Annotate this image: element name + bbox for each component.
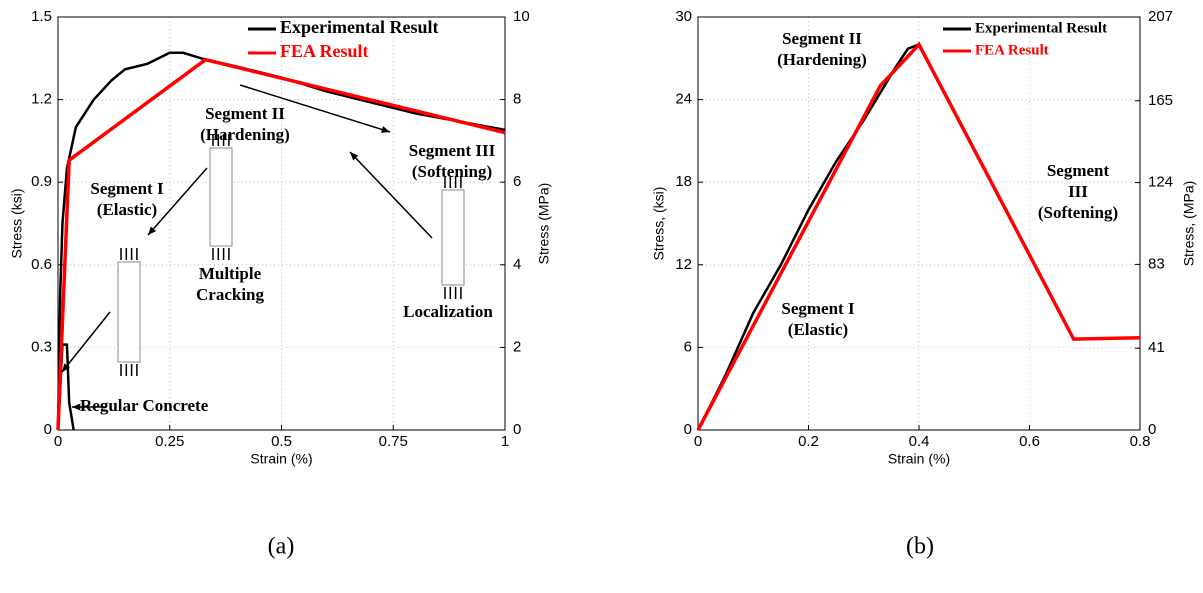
annotation: (Hardening) — [200, 125, 290, 144]
x-tick-label: 0.75 — [379, 433, 408, 450]
y2-tick-label: 165 — [1148, 92, 1173, 109]
x-tick-label: 0.5 — [271, 433, 292, 450]
y-tick-label: 0.6 — [31, 256, 52, 273]
y2-tick-label: 83 — [1148, 255, 1165, 272]
legend-label: Experimental Result — [280, 17, 438, 37]
x-axis-label: Strain (%) — [250, 451, 312, 467]
y2-tick-label: 0 — [513, 421, 521, 438]
y-tick-label: 12 — [675, 256, 692, 273]
annotation: (Elastic) — [97, 200, 157, 219]
y-tick-label: 1.5 — [31, 8, 52, 25]
annotation: Multiple — [199, 264, 262, 283]
y-tick-label: 1.2 — [31, 91, 52, 108]
annotation: Segment III — [409, 141, 496, 160]
y-tick-label: 18 — [675, 173, 692, 190]
y2-tick-label: 4 — [513, 256, 521, 273]
x-tick-label: 0.6 — [1019, 433, 1040, 450]
y2-axis-label: Stress (MPa) — [536, 183, 552, 265]
caption: (b) — [906, 534, 934, 560]
annotation: III — [1068, 182, 1088, 201]
x-tick-label: 0.2 — [798, 433, 819, 450]
x-tick-label: 0 — [694, 433, 702, 450]
plot-area — [698, 17, 1140, 430]
x-tick-label: 0.25 — [155, 433, 184, 450]
y-tick-label: 0.3 — [31, 338, 52, 355]
y-axis-label: Stress (ksi) — [9, 189, 25, 259]
legend-label: FEA Result — [975, 42, 1049, 58]
annotation: (Softening) — [412, 162, 492, 181]
x-tick-label: 1 — [501, 433, 509, 450]
x-tick-label: 0 — [54, 433, 62, 450]
y-tick-label: 0 — [684, 421, 692, 438]
y2-axis-label: Stress, (MPa) — [1181, 181, 1197, 267]
annotation: (Softening) — [1038, 203, 1118, 222]
annotation: Segment — [1047, 161, 1110, 180]
x-tick-label: 0.4 — [909, 433, 930, 450]
annotation: Segment II — [782, 29, 862, 48]
annotation: (Hardening) — [777, 50, 867, 69]
caption: (a) — [268, 534, 295, 560]
figure: 00.250.50.75100.30.60.91.21.50246810Stra… — [0, 0, 1203, 593]
y-axis-label: Stress, (ksi) — [651, 187, 667, 261]
annotation: Segment I — [90, 179, 164, 198]
legend-label: Experimental Result — [975, 20, 1107, 36]
y-tick-label: 24 — [675, 91, 692, 108]
annotation: Segment I — [781, 299, 855, 318]
y2-tick-label: 10 — [513, 8, 530, 25]
specimen-icon — [118, 262, 140, 362]
annotation: Regular Concrete — [80, 396, 209, 415]
annotation: Segment II — [205, 104, 285, 123]
annotation: (Elastic) — [788, 320, 848, 339]
y-tick-label: 0.9 — [31, 173, 52, 190]
y-tick-label: 0 — [44, 421, 52, 438]
specimen-icon — [442, 190, 464, 285]
y-tick-label: 6 — [684, 338, 692, 355]
specimen-icon — [210, 148, 232, 246]
annotation: Localization — [403, 302, 493, 321]
y2-tick-label: 0 — [1148, 421, 1156, 438]
y2-tick-label: 2 — [513, 338, 521, 355]
legend-label: FEA Result — [280, 41, 369, 61]
y2-tick-label: 6 — [513, 173, 521, 190]
y2-tick-label: 8 — [513, 91, 521, 108]
y2-tick-label: 207 — [1148, 8, 1173, 25]
x-axis-label: Strain (%) — [888, 451, 950, 467]
y-tick-label: 30 — [675, 8, 692, 25]
y2-tick-label: 124 — [1148, 174, 1173, 191]
annotation: Cracking — [196, 285, 265, 304]
y2-tick-label: 41 — [1148, 339, 1165, 356]
